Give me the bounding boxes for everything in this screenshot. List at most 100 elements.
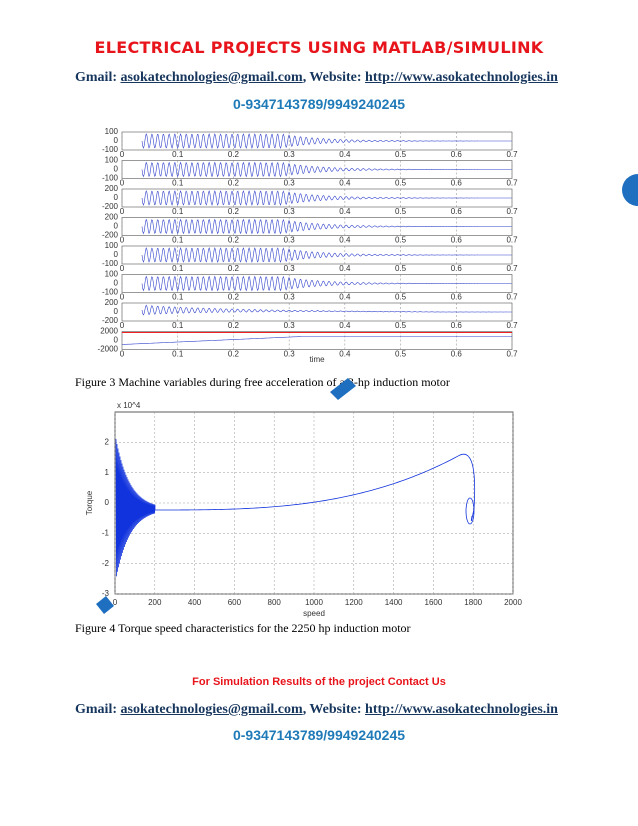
y-tick-label: -200 xyxy=(102,202,119,211)
y-tick-label: 200 xyxy=(105,298,119,307)
x-tick-label: 0 xyxy=(120,321,125,330)
contact-line: Gmail: asokatechnologies@gmail.com, Webs… xyxy=(75,702,558,718)
x-tick-label: 0.2 xyxy=(228,264,240,273)
website-link[interactable]: http://www.asokatechnologies.in xyxy=(365,70,558,85)
x-tick-label: 0.1 xyxy=(172,350,184,359)
caption: Figure 4 Torque speed characteristics fo… xyxy=(75,621,411,635)
x-tick-label: 0.3 xyxy=(284,236,296,245)
x-tick-label: 0.7 xyxy=(506,264,518,273)
y-tick-label: -100 xyxy=(102,259,119,268)
y-tick-label: -2 xyxy=(102,559,110,568)
y-tick-label: 100 xyxy=(105,127,119,136)
label: Gmail: xyxy=(75,702,117,717)
x-tick-label: 1600 xyxy=(425,598,443,607)
caption: Figure 3 Machine variables during free a… xyxy=(75,375,450,389)
y-tick-label: -2000 xyxy=(98,345,119,354)
y-tick-label: -200 xyxy=(102,231,119,240)
x-tick-label: 0.2 xyxy=(228,236,240,245)
x-tick-label: 0.1 xyxy=(172,179,184,188)
x-tick-label: 0.7 xyxy=(506,293,518,302)
y-tick-label: -100 xyxy=(102,145,119,154)
x-tick-label: 0.6 xyxy=(451,321,463,330)
footer-note: For Simulation Results of the project Co… xyxy=(192,676,446,688)
x-tick-label: 0.3 xyxy=(284,207,296,216)
x-tick-label: 0.5 xyxy=(395,321,407,330)
x-tick-label: 0.4 xyxy=(339,150,351,159)
y-tick-label: 0 xyxy=(114,136,119,145)
x-tick-label: 0.6 xyxy=(451,236,463,245)
waveform xyxy=(141,161,512,178)
x-tick-label: 0.5 xyxy=(395,207,407,216)
x-tick-label: 0 xyxy=(120,150,125,159)
x-tick-label: 0.5 xyxy=(395,150,407,159)
x-tick-label: 0.5 xyxy=(395,293,407,302)
x-tick-label: 0.2 xyxy=(228,321,240,330)
y-tick-label: 100 xyxy=(105,156,119,165)
x-tick-label: 1800 xyxy=(464,598,482,607)
y-tick-label: 0 xyxy=(114,307,119,316)
y-tick-label: 0 xyxy=(114,336,119,345)
x-tick-label: 0 xyxy=(120,236,125,245)
y-tick-label: 200 xyxy=(105,184,119,193)
y-tick-label: -1 xyxy=(102,528,110,537)
decoration xyxy=(96,596,114,614)
email-link[interactable]: asokatechnologies@gmail.com xyxy=(120,70,303,85)
waveform xyxy=(121,336,512,345)
y-axis-label: Torque xyxy=(85,490,94,515)
x-tick-label: 0.7 xyxy=(506,179,518,188)
x-tick-label: 1400 xyxy=(385,598,403,607)
x-tick-label: 0.4 xyxy=(339,321,351,330)
y-tick-label: -3 xyxy=(102,589,110,598)
phone: 0-9347143789/9949240245 xyxy=(232,727,406,743)
x-tick-label: 0.4 xyxy=(339,236,351,245)
x-tick-label: 0.6 xyxy=(451,150,463,159)
waveform xyxy=(141,275,512,292)
y-tick-label: -100 xyxy=(102,174,119,183)
x-tick-label: 0 xyxy=(113,598,118,607)
label: , Website: xyxy=(302,702,362,717)
y-tick-label: 0 xyxy=(105,498,110,507)
y-tick-label: 0 xyxy=(114,250,119,259)
email-link[interactable]: asokatechnologies@gmail.com xyxy=(120,702,303,717)
waveform xyxy=(141,190,512,206)
x-tick-label: 0.2 xyxy=(228,207,240,216)
x-tick-label: 0.2 xyxy=(228,150,240,159)
x-tick-label: 0.6 xyxy=(451,264,463,273)
plot-frame xyxy=(114,411,514,595)
x-tick-label: 400 xyxy=(188,598,202,607)
waveform xyxy=(141,218,512,235)
x-tick-label: 0.7 xyxy=(506,207,518,216)
x-tick-label: 0.3 xyxy=(284,350,296,359)
x-tick-label: 0.6 xyxy=(451,179,463,188)
torque-trace xyxy=(115,439,475,577)
decoration xyxy=(330,378,356,400)
x-tick-label: 0.1 xyxy=(172,207,184,216)
x-tick-label: 0.5 xyxy=(395,179,407,188)
x-tick-label: 0.3 xyxy=(284,321,296,330)
website-link[interactable]: http://www.asokatechnologies.in xyxy=(365,702,558,717)
x-tick-label: 0.1 xyxy=(172,321,184,330)
x-tick-label: 200 xyxy=(148,598,162,607)
x-tick-label: 0 xyxy=(120,179,125,188)
y-tick-label: 100 xyxy=(105,241,119,250)
label: , Website: xyxy=(302,70,362,85)
x-tick-label: 0 xyxy=(120,293,125,302)
x-tick-label: 0 xyxy=(120,350,125,359)
y-tick-label: 0 xyxy=(114,193,119,202)
title: ELECTRICAL PROJECTS USING MATLAB/SIMULIN… xyxy=(94,38,544,57)
waveform xyxy=(141,304,512,316)
y-tick-label: -200 xyxy=(102,316,119,325)
y-tick-label: 200 xyxy=(105,213,119,222)
x-tick-label: 0.1 xyxy=(172,236,184,245)
x-tick-label: 600 xyxy=(228,598,242,607)
y-tick-label: -100 xyxy=(102,288,119,297)
x-tick-label: 0.4 xyxy=(339,207,351,216)
label: Gmail: xyxy=(75,70,117,85)
x-tick-label: 0.7 xyxy=(506,150,518,159)
x-tick-label: 1200 xyxy=(345,598,363,607)
x-tick-label: 0.7 xyxy=(506,321,518,330)
x-tick-label: 1000 xyxy=(305,598,323,607)
phone: 0-9347143789/9949240245 xyxy=(232,96,406,112)
x-tick-label: 0.6 xyxy=(451,350,463,359)
